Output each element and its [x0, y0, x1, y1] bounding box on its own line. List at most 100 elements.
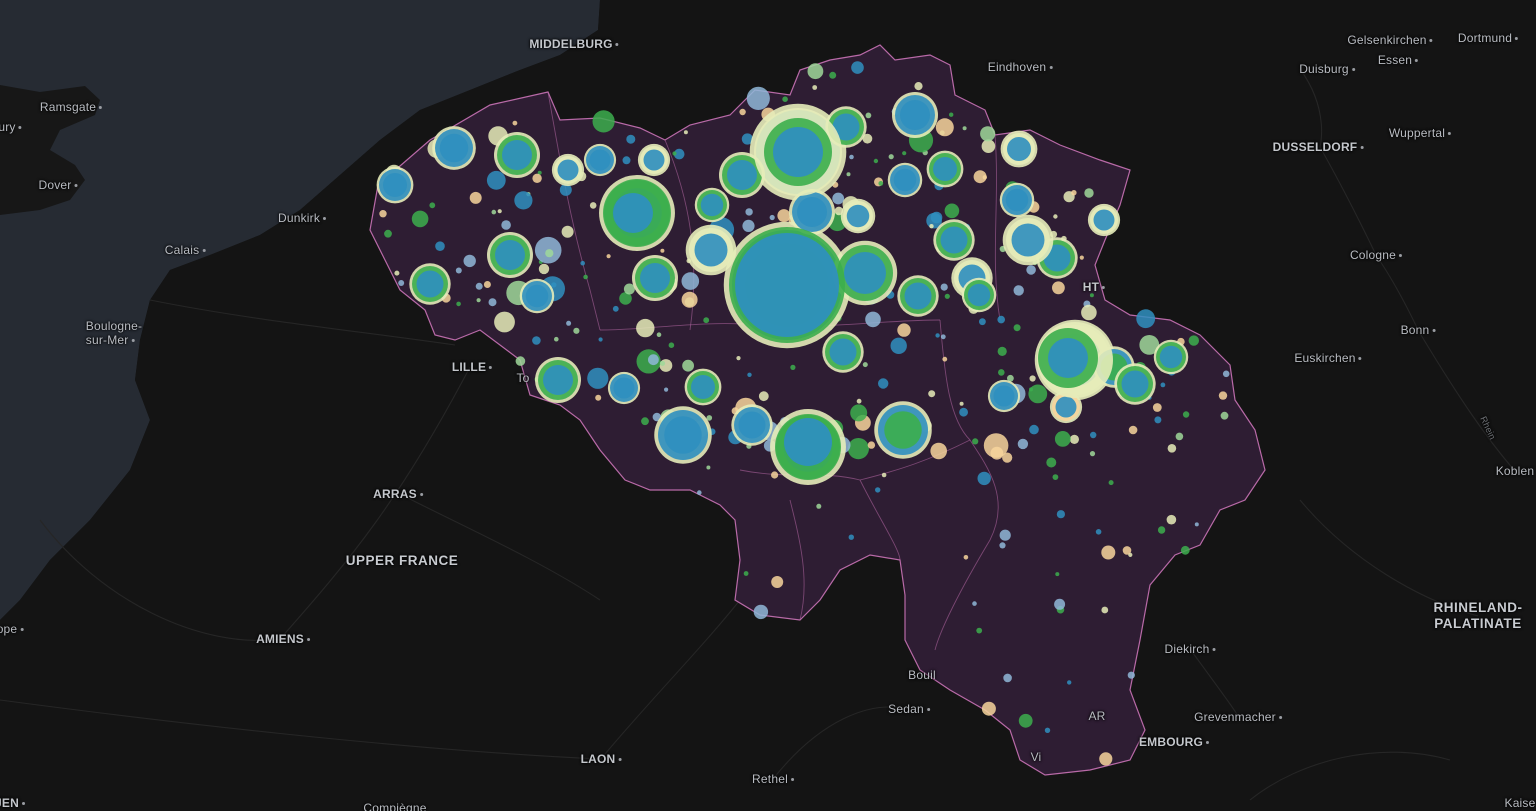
- bubble-marker[interactable]: [1090, 431, 1097, 439]
- bubble-marker[interactable]: [1003, 673, 1012, 683]
- bubble-marker[interactable]: [865, 112, 872, 119]
- bubble-cluster-inner[interactable]: [727, 160, 757, 190]
- bubble-cluster-inner[interactable]: [1121, 370, 1149, 398]
- bubble-marker[interactable]: [1079, 255, 1084, 260]
- bubble-marker[interactable]: [551, 282, 557, 288]
- bubble-marker[interactable]: [944, 293, 950, 299]
- bubble-marker[interactable]: [742, 219, 755, 232]
- bubble-marker[interactable]: [1122, 546, 1132, 555]
- bubble-marker[interactable]: [902, 151, 907, 156]
- bubble-marker[interactable]: [683, 130, 688, 135]
- bubble-cluster-inner[interactable]: [495, 240, 525, 270]
- bubble-marker[interactable]: [1108, 480, 1114, 486]
- bubble-marker[interactable]: [1089, 451, 1096, 457]
- bubble-marker[interactable]: [949, 112, 954, 117]
- bubble-marker[interactable]: [483, 281, 491, 288]
- bubble-cluster-inner[interactable]: [967, 283, 991, 307]
- bubble-marker[interactable]: [592, 110, 615, 133]
- bubble-marker[interactable]: [1029, 424, 1039, 435]
- bubble-marker[interactable]: [972, 438, 979, 445]
- bubble-marker[interactable]: [703, 317, 710, 324]
- bubble-marker[interactable]: [944, 203, 960, 219]
- bubble-cluster-inner[interactable]: [664, 416, 702, 454]
- bubble-marker[interactable]: [559, 183, 572, 196]
- bubble-marker[interactable]: [384, 229, 392, 238]
- bubble-marker[interactable]: [660, 248, 665, 253]
- bubble-marker[interactable]: [1194, 522, 1199, 527]
- bubble-marker[interactable]: [1188, 335, 1200, 346]
- bubble-marker[interactable]: [807, 63, 824, 80]
- bubble-marker[interactable]: [753, 604, 769, 620]
- bubble-marker[interactable]: [587, 367, 609, 389]
- bubble-marker[interactable]: [829, 71, 837, 79]
- bubble-marker[interactable]: [963, 555, 969, 560]
- bubble-marker[interactable]: [486, 170, 506, 190]
- bubble-marker[interactable]: [777, 209, 791, 223]
- bubble-marker[interactable]: [972, 601, 977, 606]
- bubble-marker[interactable]: [1053, 214, 1058, 219]
- bubble-marker[interactable]: [1220, 411, 1229, 420]
- bubble-marker[interactable]: [379, 210, 387, 218]
- bubble-cluster-inner[interactable]: [940, 226, 968, 254]
- bubble-marker[interactable]: [935, 333, 940, 338]
- bubble-marker[interactable]: [475, 282, 483, 290]
- bubble-marker[interactable]: [656, 332, 662, 338]
- bubble-marker[interactable]: [1218, 391, 1228, 400]
- bubble-marker[interactable]: [501, 220, 511, 230]
- bubble-cluster-inner[interactable]: [1011, 223, 1045, 257]
- bubble-cluster-inner[interactable]: [589, 149, 611, 171]
- bubble-marker[interactable]: [1017, 438, 1029, 450]
- bubble-marker[interactable]: [847, 438, 870, 460]
- bubble-marker[interactable]: [580, 260, 585, 266]
- bubble-marker[interactable]: [545, 249, 554, 258]
- bubble-marker[interactable]: [746, 86, 770, 110]
- bubble-marker[interactable]: [862, 133, 873, 144]
- bubble-marker[interactable]: [935, 118, 954, 137]
- bubble-cluster-inner[interactable]: [525, 284, 549, 308]
- bubble-marker[interactable]: [1007, 374, 1014, 382]
- bubble-marker[interactable]: [1013, 285, 1024, 296]
- bubble-marker[interactable]: [997, 346, 1007, 356]
- bubble-marker[interactable]: [832, 192, 845, 205]
- bubble-marker[interactable]: [706, 465, 711, 470]
- bubble-marker[interactable]: [745, 208, 753, 216]
- bubble-marker[interactable]: [1136, 309, 1156, 329]
- bubble-cluster-inner[interactable]: [884, 411, 922, 449]
- bubble-marker[interactable]: [959, 407, 968, 417]
- bubble-marker[interactable]: [589, 202, 597, 209]
- bubble-marker[interactable]: [1089, 293, 1094, 298]
- bubble-cluster-inner[interactable]: [832, 113, 860, 141]
- bubble-marker[interactable]: [566, 320, 572, 326]
- bubble-marker[interactable]: [928, 390, 936, 398]
- bubble-marker[interactable]: [672, 151, 677, 156]
- bubble-marker[interactable]: [1180, 545, 1190, 555]
- bubble-marker[interactable]: [1128, 425, 1138, 435]
- bubble-marker[interactable]: [476, 298, 481, 303]
- bubble-marker[interactable]: [1071, 190, 1077, 196]
- bubble-marker[interactable]: [1013, 324, 1021, 332]
- bubble-marker[interactable]: [595, 394, 602, 401]
- bubble-marker[interactable]: [606, 254, 611, 259]
- bubble-cluster-inner[interactable]: [694, 233, 728, 267]
- bubble-marker[interactable]: [771, 576, 784, 588]
- bubble-marker[interactable]: [758, 391, 769, 402]
- bubble-marker[interactable]: [532, 173, 542, 183]
- bubble-marker[interactable]: [851, 61, 864, 74]
- bubble-marker[interactable]: [668, 342, 675, 349]
- bubble-marker[interactable]: [890, 337, 907, 354]
- bubble-cluster-inner[interactable]: [893, 168, 917, 192]
- bubble-marker[interactable]: [411, 210, 429, 228]
- bubble-marker[interactable]: [532, 336, 541, 345]
- bubble-marker[interactable]: [681, 291, 698, 308]
- bubble-marker[interactable]: [1139, 335, 1160, 355]
- bubble-marker[interactable]: [626, 134, 636, 144]
- bubble-cluster-inner[interactable]: [1007, 137, 1031, 161]
- bubble-marker[interactable]: [873, 158, 879, 164]
- bubble-marker[interactable]: [769, 214, 775, 221]
- bubble-marker[interactable]: [848, 534, 854, 540]
- bubble-marker[interactable]: [771, 471, 779, 479]
- bubble-marker[interactable]: [1069, 434, 1079, 444]
- bubble-marker[interactable]: [888, 154, 894, 160]
- bubble-marker[interactable]: [878, 181, 884, 186]
- bubble-marker[interactable]: [998, 369, 1005, 376]
